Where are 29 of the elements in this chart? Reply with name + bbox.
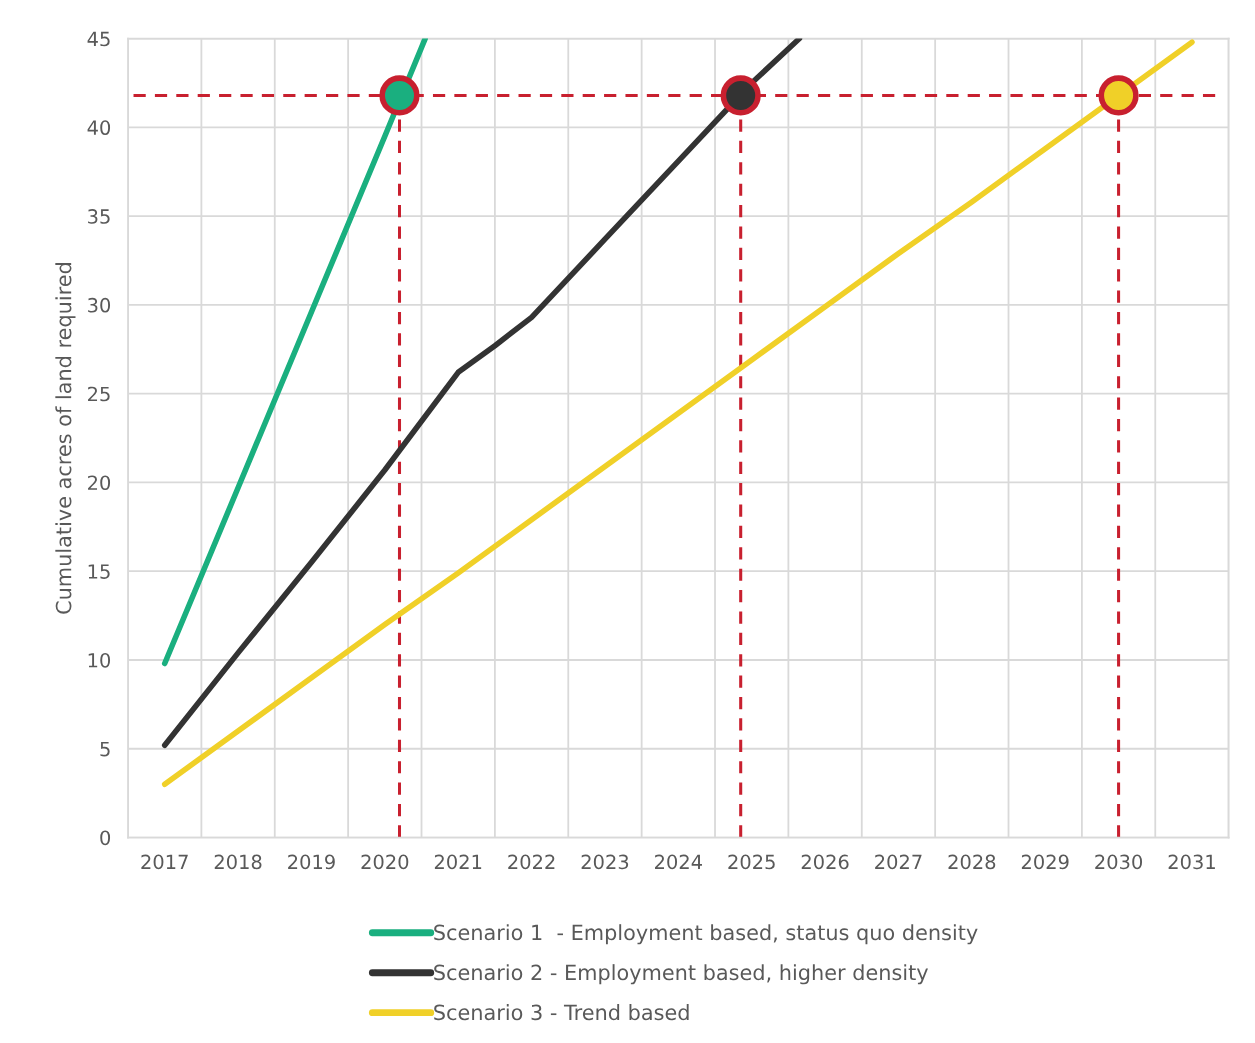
x-tick-label: 2020	[361, 854, 409, 870]
y-tick-label: 20	[88, 475, 111, 491]
legend-label: Scenario 3 - Trend based	[434, 1004, 689, 1021]
legend-label: Scenario 2 - Employment based, higher density	[434, 964, 928, 985]
x-tick-label: 2028	[948, 854, 996, 870]
y-axis-title: Cumulative acres of land required	[55, 263, 76, 614]
y-tick-label: 0	[100, 830, 111, 846]
x-tick-label: 2027	[875, 854, 922, 870]
y-tick-label: 25	[88, 386, 110, 402]
y-tick-label: 30	[88, 297, 111, 313]
y-tick-label: 35	[88, 209, 110, 224]
y-tick-label: 45	[87, 31, 110, 47]
x-tick-label: 2023	[581, 854, 629, 870]
y-tick-label: 5	[100, 741, 110, 757]
x-tick-label: 2024	[655, 854, 702, 870]
x-tick-label: 2019	[288, 854, 335, 870]
y-tick-label: 10	[88, 652, 111, 668]
x-tick-label: 2030	[1095, 854, 1143, 870]
y-tick-label: 15	[88, 564, 110, 579]
x-tick-label: 2017	[141, 854, 188, 870]
x-tick-label: 2029	[1021, 854, 1069, 870]
x-tick-label: 2026	[801, 854, 849, 870]
x-tick-label: 2022	[508, 854, 555, 870]
y-tick-label: 40	[87, 120, 111, 136]
x-tick-label: 2025	[728, 854, 775, 870]
x-tick-label: 2031	[1168, 854, 1215, 870]
x-tick-label: 2018	[214, 854, 262, 870]
legend-label: Scenario 1 - Employment based, status quo density	[434, 924, 978, 945]
x-tick-label: 2021	[434, 854, 482, 870]
